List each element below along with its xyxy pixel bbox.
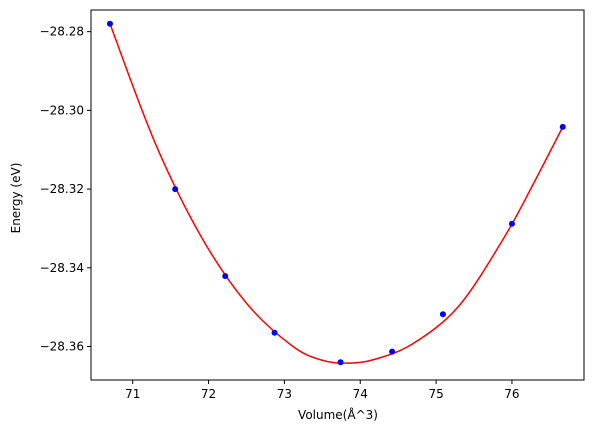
data-point	[508, 220, 515, 227]
data-point	[559, 123, 566, 130]
x-axis-label: Volume(Å^3)	[298, 407, 378, 422]
fit-curve	[109, 23, 564, 364]
y-tick-label: −28.30	[40, 103, 84, 117]
x-tick-label: 74	[353, 387, 368, 401]
data-point	[439, 311, 446, 318]
x-tick-label: 71	[125, 387, 140, 401]
x-axis-ticks: 71 72 73 74 75 76	[125, 380, 520, 401]
plot-area	[90, 9, 585, 381]
axes-frame	[90, 9, 585, 381]
data-point	[172, 186, 179, 193]
x-tick-label: 75	[428, 387, 443, 401]
y-axis-ticks: −28.28 −28.30 −28.32 −28.34 −28.36	[40, 25, 91, 354]
x-tick-label: 73	[277, 387, 292, 401]
data-point	[222, 273, 229, 280]
data-point	[271, 329, 278, 336]
data-point	[389, 348, 396, 355]
y-axis-label: Energy (eV)	[9, 163, 23, 234]
data-point	[337, 359, 344, 366]
y-tick-label: −28.34	[40, 261, 84, 275]
x-tick-label: 72	[201, 387, 216, 401]
data-point	[106, 20, 113, 27]
x-tick-label: 76	[504, 387, 519, 401]
y-tick-label: −28.32	[40, 182, 84, 196]
y-tick-label: −28.36	[40, 340, 84, 354]
y-tick-label: −28.28	[40, 25, 84, 39]
